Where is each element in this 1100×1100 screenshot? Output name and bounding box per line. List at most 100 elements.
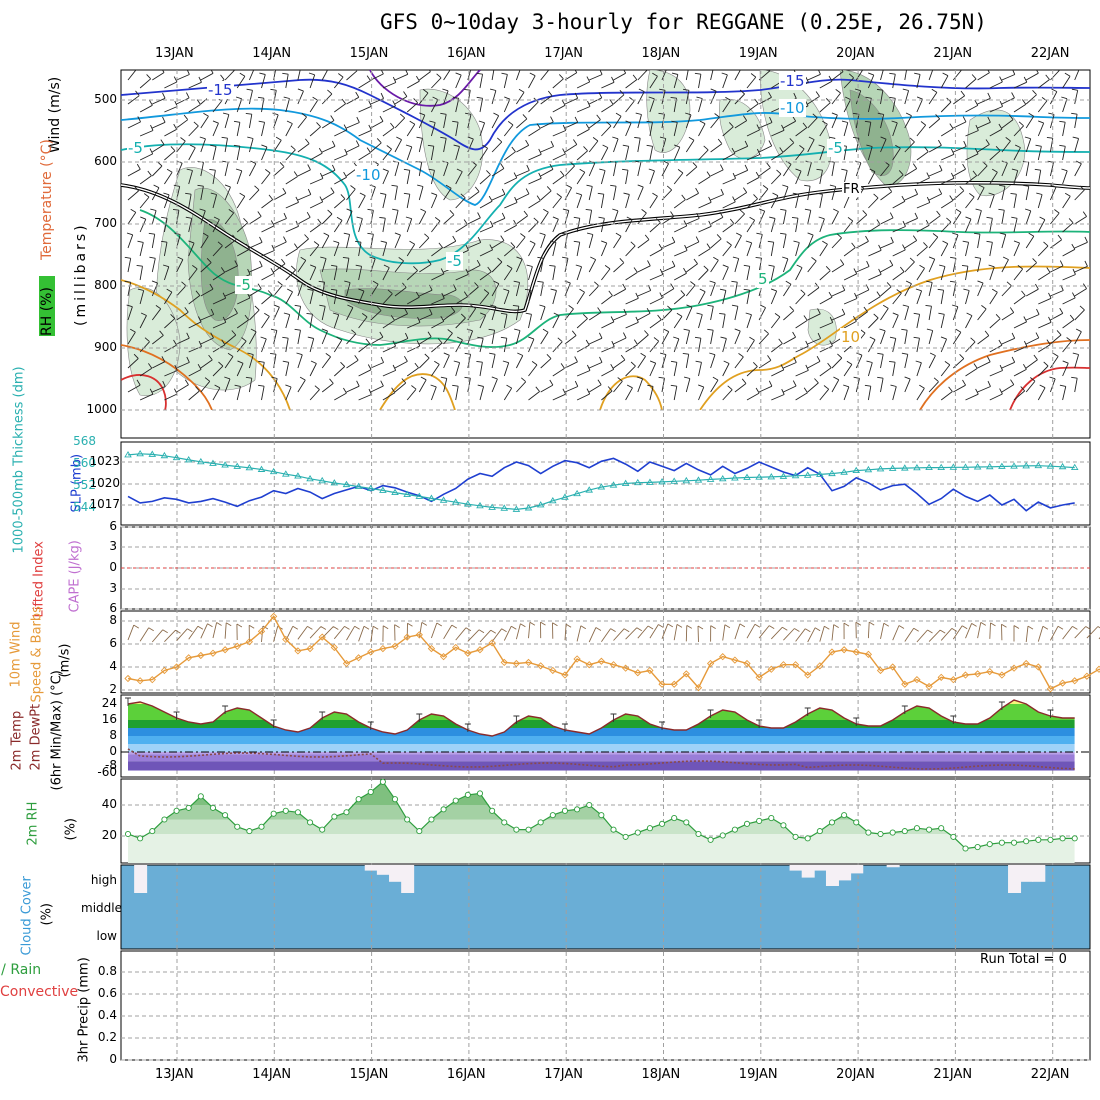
precip-label-b: Convective (0, 984, 79, 1000)
rh-point (501, 819, 508, 826)
wind10-speed-point (998, 671, 1006, 679)
thickness-point (160, 451, 169, 459)
rh-point (574, 806, 581, 813)
thickness-point (269, 467, 278, 475)
wind10-speed-point (391, 642, 399, 650)
rh-shade-region (419, 88, 483, 201)
thickness-point (767, 473, 776, 480)
thickness-point (816, 470, 824, 477)
rh-point (537, 819, 544, 826)
rh-shade-region (344, 288, 463, 319)
y-tick-label: 6 (109, 636, 117, 650)
thickness-point (828, 469, 836, 477)
date-label-bottom: 21JAN (933, 1067, 973, 1082)
y-tick-label: 544 (73, 500, 96, 514)
thickness-point (633, 478, 642, 486)
cloud-high-gap (1032, 865, 1046, 882)
rh-point (331, 813, 338, 820)
wind10-speed-point (913, 676, 921, 684)
rh-point (440, 806, 447, 813)
thickness-point (901, 464, 909, 471)
rh-point (1047, 836, 1054, 843)
thickness-point (306, 474, 314, 482)
cloud-high-gap (813, 865, 827, 871)
thickness-point (949, 463, 958, 470)
rh-point (816, 828, 823, 835)
wind10-speed-point (573, 655, 581, 663)
date-label-top: 13JAN (155, 46, 194, 61)
y-tick-label: 800 (94, 278, 117, 292)
temperature-isotherm (379, 373, 456, 410)
wind10-speed-point (901, 680, 909, 688)
rh-point (707, 836, 714, 843)
rh-shade-region (966, 109, 1026, 197)
cloud-high-gap (801, 865, 815, 878)
rh-point (513, 826, 520, 833)
contour-label: -15 (779, 72, 806, 90)
thickness-point (476, 501, 484, 509)
temp2m-label-b: 2m DewPt (28, 703, 44, 771)
thickness-point (549, 496, 557, 504)
thickness-point (464, 500, 472, 507)
date-label-top: 15JAN (349, 46, 389, 61)
wind10-speed-point (585, 661, 593, 669)
wind10-speed-point (731, 656, 739, 664)
temp-minmax-bar (901, 705, 908, 714)
y-tick-label: 0 (109, 744, 117, 758)
y-tick-label: 6 (109, 519, 117, 533)
cloud-label-a: Cloud Cover (19, 876, 35, 956)
rh-point (671, 815, 678, 822)
rh-point (877, 830, 884, 838)
precip-label-a: Total / Rain (0, 962, 42, 978)
thickness-point (925, 463, 933, 471)
contour-label: FR (842, 182, 861, 197)
temperature-isotherm (121, 78, 1090, 151)
wind10-speed-point (925, 682, 933, 691)
rh-point (222, 812, 229, 819)
date-label-top: 19JAN (738, 46, 778, 61)
rh-point (986, 841, 993, 848)
y-tick-label: 1000 (86, 402, 117, 416)
date-label-bottom: 20JAN (836, 1067, 875, 1082)
upper-temp-label: Temperature (°C) (39, 139, 55, 260)
rh-point (962, 845, 969, 852)
rh-point (792, 833, 799, 840)
rh-point (804, 835, 811, 842)
y-tick-label: 16 (101, 712, 117, 726)
temp-minmax-bar (270, 719, 277, 728)
date-label-bottom: 17JAN (544, 1067, 583, 1082)
rh-point (634, 829, 641, 836)
cloud-high-gap (789, 865, 803, 871)
thickness-point (1010, 462, 1018, 469)
rh-point (124, 830, 132, 838)
rh-point (1035, 836, 1042, 843)
y-tick-label: 24 (101, 696, 117, 710)
temp-band (128, 736, 1075, 744)
thickness-point (136, 449, 144, 457)
thickness-point (451, 498, 460, 505)
wind10-speed-point (719, 653, 727, 661)
rh-point (404, 816, 411, 823)
wind10-speed-point (622, 664, 630, 672)
rh-point (246, 828, 253, 835)
wind10-speed-point (330, 643, 338, 652)
wind10-speed-point (561, 671, 569, 679)
thickness-point (840, 468, 848, 475)
date-label-top: 18JAN (641, 46, 681, 61)
y-tick-label: -8 (105, 758, 117, 772)
date-label-bottom: 18JAN (641, 1067, 681, 1082)
slp-line (127, 457, 1075, 512)
thickness-point (888, 464, 897, 471)
wind10-speed-point (755, 673, 763, 681)
rh-point (683, 819, 690, 826)
temp-minmax-bar (756, 719, 763, 728)
date-label-top: 16JAN (446, 46, 486, 61)
thickness-point (245, 463, 254, 471)
wind10-speed-point (245, 638, 254, 646)
wind10-speed-point (816, 662, 824, 670)
y-tick-label: -60 (97, 765, 117, 779)
temp-minmax-bar (1047, 709, 1054, 718)
wind10-speed-point (743, 659, 751, 668)
wind10-speed-point (415, 631, 423, 639)
